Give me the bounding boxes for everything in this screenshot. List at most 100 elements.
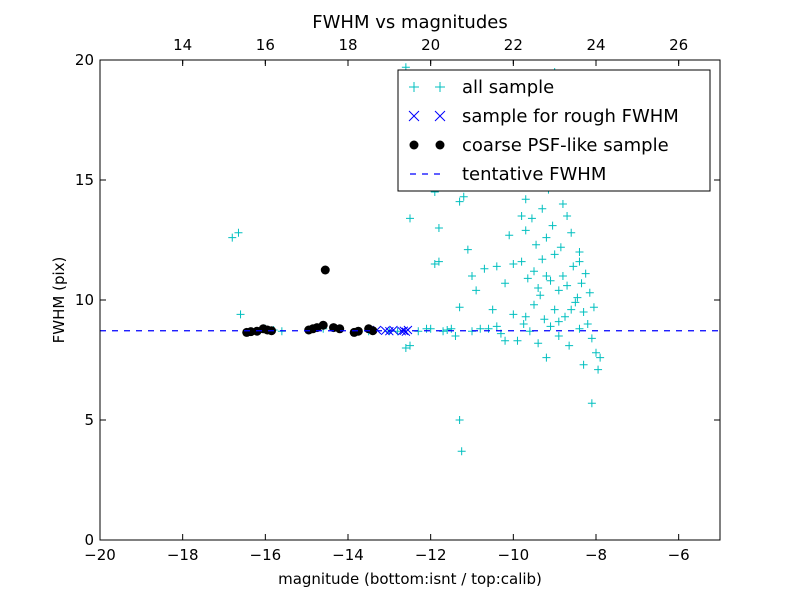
- all-sample-point: [558, 200, 567, 208]
- all-sample-point: [594, 365, 603, 374]
- all-sample-point: [540, 315, 549, 324]
- y-axis-title: FWHM (pix): [50, 257, 68, 344]
- psf-like-point: [335, 324, 345, 334]
- all-sample-point: [447, 324, 456, 333]
- all-sample-point: [513, 336, 522, 345]
- all-sample-point: [542, 353, 551, 362]
- top-tick-label: 18: [338, 36, 357, 54]
- all-sample-point: [521, 195, 530, 204]
- all-sample-point: [575, 257, 584, 266]
- all-sample-point: [589, 303, 598, 312]
- legend-box: [397, 69, 711, 192]
- all-sample-point: [451, 332, 460, 340]
- axes: −20 −18 −16 −14 −12 −10 −8 −6 0 5 10 15 20 14 16 18 20 22…: [75, 36, 721, 564]
- all-sample-point: [455, 303, 464, 312]
- top-tick-label: 14: [173, 36, 192, 54]
- legend-label: tentative FWHM: [462, 164, 606, 185]
- all-sample-point: [554, 317, 563, 326]
- all-sample-point: [468, 272, 476, 280]
- all-sample-point: [509, 260, 518, 268]
- all-sample-point: [530, 300, 538, 309]
- all-sample-point: [534, 284, 543, 292]
- all-sample-point: [581, 269, 590, 278]
- x-axis-title: magnitude (bottom:isnt / top:calib): [278, 570, 542, 588]
- y-tick-label: 0: [84, 531, 94, 549]
- all-sample-point: [573, 293, 582, 302]
- psf-like-point: [318, 320, 328, 330]
- all-sample-point: [527, 214, 536, 223]
- all-sample-point: [550, 250, 559, 259]
- all-sample-point: [569, 262, 578, 271]
- legend-circle-marker: [435, 140, 445, 150]
- all-sample-point: [536, 291, 545, 300]
- all-sample-point: [571, 298, 580, 307]
- all-sample-point: [480, 264, 489, 273]
- y-tick-label: 5: [84, 411, 94, 429]
- psf-like-point: [368, 326, 378, 336]
- x-tick-label: −6: [668, 546, 690, 564]
- all-sample-point: [587, 334, 596, 343]
- legend-circle-marker: [409, 140, 419, 150]
- all-sample-point: [501, 336, 510, 345]
- plot-area: [100, 63, 720, 456]
- all-sample-point: [563, 281, 572, 290]
- all-sample-point: [472, 286, 481, 295]
- all-sample-point: [488, 305, 497, 314]
- all-sample-point: [530, 267, 538, 276]
- all-sample-point: [592, 348, 600, 357]
- all-sample-point: [434, 224, 443, 232]
- all-sample-point: [434, 257, 443, 266]
- all-sample-point: [443, 326, 452, 334]
- all-sample-point: [517, 257, 526, 266]
- all-sample-point: [521, 226, 530, 235]
- x-tick-label: −12: [415, 546, 447, 564]
- all-sample-point: [476, 324, 485, 333]
- all-sample-point: [567, 305, 576, 314]
- all-sample-point: [567, 228, 576, 237]
- all-sample-point: [548, 221, 557, 230]
- all-sample-point: [523, 274, 532, 283]
- all-sample-point: [575, 248, 584, 256]
- all-sample-point: [406, 214, 414, 223]
- all-sample-point: [554, 286, 563, 295]
- all-sample-point: [565, 341, 574, 350]
- all-sample-point: [459, 192, 468, 201]
- legend-label: coarse PSF-like sample: [462, 135, 669, 156]
- all-sample-point: [563, 212, 572, 220]
- all-sample-point: [542, 272, 551, 280]
- rough-fwhm-point: [380, 326, 390, 336]
- all-sample-point: [430, 260, 439, 268]
- all-sample-point: [455, 197, 464, 206]
- rough-fwhm-point: [389, 325, 398, 335]
- psf-like-point: [353, 326, 363, 336]
- x-tick-label: −8: [585, 546, 607, 564]
- all-sample-point: [505, 231, 514, 240]
- top-tick-label: 26: [669, 36, 688, 54]
- all-sample-point: [519, 320, 528, 328]
- all-sample-point: [577, 279, 586, 288]
- top-tick-label: 20: [421, 36, 440, 54]
- all-sample-point: [556, 243, 565, 252]
- all-sample-point: [457, 447, 466, 456]
- all-sample-point: [583, 320, 592, 328]
- all-sample-point: [579, 360, 588, 369]
- y-tick-label: 10: [75, 291, 94, 309]
- top-tick-label: 24: [586, 36, 605, 54]
- all-sample-point: [463, 245, 472, 254]
- x-tick-label: −16: [250, 546, 282, 564]
- x-tick-label: −10: [498, 546, 530, 564]
- x-tick-label: −20: [84, 546, 116, 564]
- all-sample-point: [455, 416, 464, 424]
- legend-x-marker: [434, 110, 446, 122]
- legend-plus-marker: [435, 82, 445, 92]
- x-tick-label: −18: [167, 546, 199, 564]
- all-sample-point: [534, 339, 543, 348]
- all-sample-point: [558, 272, 567, 280]
- all-sample-point: [234, 228, 243, 237]
- all-sample-point: [532, 240, 541, 249]
- all-sample-point: [550, 305, 559, 314]
- all-sample-point: [521, 312, 530, 321]
- all-sample-point: [542, 233, 551, 242]
- all-sample-point: [575, 324, 584, 333]
